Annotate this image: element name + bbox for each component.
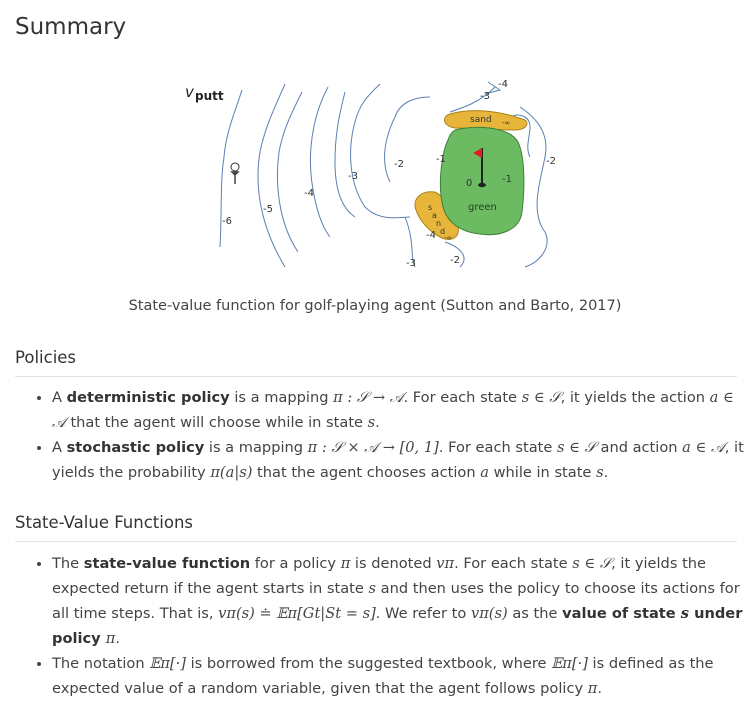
- svg-text:n: n: [436, 219, 441, 228]
- svg-text:s: s: [428, 203, 432, 212]
- sand-top-label: sand: [470, 115, 492, 125]
- label-m2-right: -2: [546, 156, 556, 167]
- label-m4: -4: [304, 188, 314, 199]
- golf-ball-icon: [230, 162, 240, 172]
- list-item: A stochastic policy is a mapping π : 𝒮 ×…: [52, 435, 750, 485]
- sand-left-vertical-label: sand: [428, 203, 445, 236]
- contour-m2: [384, 96, 431, 183]
- label-m1-right: -1: [502, 174, 512, 185]
- contour-m4: [309, 86, 331, 238]
- policies-heading: Policies: [15, 348, 77, 367]
- contour-m5: [257, 83, 286, 268]
- label-m6: -6: [222, 216, 232, 227]
- label-m3: -3: [348, 171, 358, 182]
- label-m3-top: -3: [480, 91, 490, 102]
- contour-m3b: [350, 83, 411, 219]
- flag-icon: [473, 148, 482, 158]
- label-m4-bottom: -4: [426, 230, 436, 241]
- label-m2: -2: [394, 159, 404, 170]
- contour-m6: [219, 89, 243, 248]
- list-item: The notation 𝔼π[·] is borrowed from the …: [52, 651, 750, 701]
- contour-m3-top: [449, 86, 496, 113]
- list-item: A deterministic policy is a mapping π : …: [52, 385, 750, 435]
- v-label: v: [185, 83, 195, 101]
- sand-top-neg-inf: -∞: [502, 119, 510, 127]
- label-m3-bottom: -3: [406, 258, 416, 269]
- label-m2-bottom: -2: [450, 255, 460, 266]
- sand-trap-top: [444, 110, 528, 131]
- state-value-list: The state-value function for a policy π …: [30, 551, 750, 701]
- svg-text:d: d: [440, 227, 445, 236]
- label-m5: -5: [263, 204, 273, 215]
- value-contour-diagram: v putt sand -∞ green sand -∞ -6 -5 -4 -3…: [185, 79, 556, 269]
- tee-icon: [230, 171, 240, 184]
- sand-left-neg-inf: -∞: [444, 234, 452, 242]
- state-value-divider: [15, 541, 737, 542]
- v-sub-label: putt: [195, 89, 224, 103]
- label-zero: 0: [466, 178, 472, 189]
- contour-m2-right: [519, 106, 548, 268]
- page-title: Summary: [15, 14, 127, 40]
- green-label: green: [468, 202, 497, 213]
- contour-m3: [334, 91, 356, 218]
- list-item: The state-value function for a policy π …: [52, 551, 750, 651]
- label-m1: -1: [436, 154, 446, 165]
- contour-m3-bottom: [404, 216, 416, 268]
- contour-m4-outer: [276, 91, 303, 253]
- state-value-heading: State-Value Functions: [15, 513, 193, 532]
- contour-lines: [219, 81, 548, 268]
- contour-m2-right2: [509, 114, 531, 158]
- contour-m2-bottom: [444, 241, 465, 268]
- svg-text:a: a: [432, 211, 437, 220]
- label-m4-top: -4: [498, 79, 508, 90]
- hole-icon: [478, 182, 486, 188]
- figure-caption: State-value function for golf-playing ag…: [128, 298, 622, 314]
- contour-m4-top: [484, 81, 502, 95]
- policies-divider: [15, 376, 737, 377]
- policies-list: A deterministic policy is a mapping π : …: [30, 385, 750, 485]
